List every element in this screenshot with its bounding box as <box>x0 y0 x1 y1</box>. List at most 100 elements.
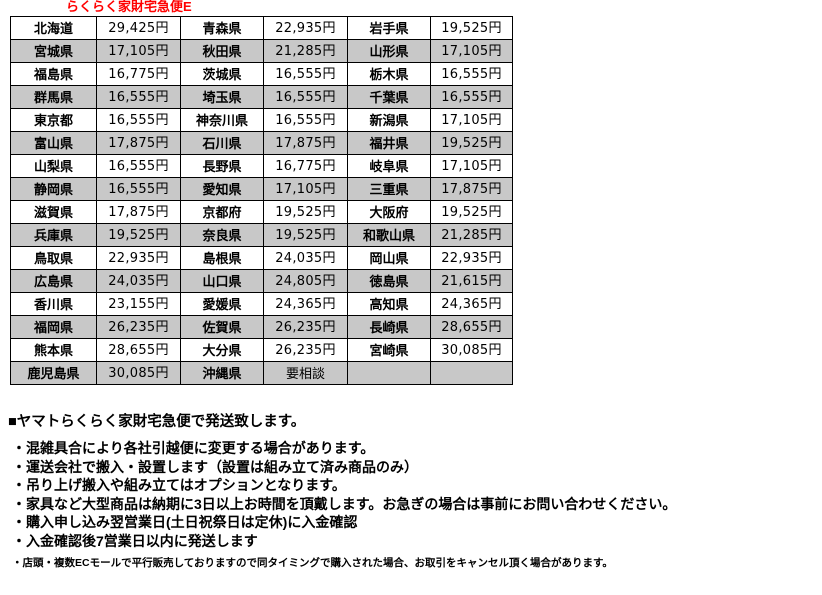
prefecture-cell: 広島県 <box>10 269 97 293</box>
price-cell: 24,035円 <box>263 246 348 270</box>
table-row: 滋賀県 17,875円 京都府 19,525円 大阪府 19,525円 <box>10 200 513 224</box>
prefecture-cell: 高知県 <box>347 292 431 316</box>
price-table-body: 北海道 29,425円 青森県 22,935円 岩手県 19,525円 宮城県 17,105円… <box>10 16 513 385</box>
price-cell: 22,935円 <box>96 246 181 270</box>
price-cell: 28,655円 <box>430 315 513 339</box>
prefecture-cell: 長崎県 <box>347 315 431 339</box>
price-cell: 16,555円 <box>96 108 181 132</box>
price-cell: 16,555円 <box>96 177 181 201</box>
prefecture-cell: 福岡県 <box>10 315 97 339</box>
prefecture-cell: 神奈川県 <box>180 108 264 132</box>
note-line: ・運送会社で搬入・設置します（設置は組み立て済み商品のみ） <box>12 458 418 475</box>
price-cell: 17,875円 <box>96 131 181 155</box>
price-cell: 19,525円 <box>263 200 348 224</box>
prefecture-cell: 大分県 <box>180 338 264 362</box>
prefecture-cell: 宮崎県 <box>347 338 431 362</box>
table-row: 北海道 29,425円 青森県 22,935円 岩手県 19,525円 <box>10 16 513 40</box>
price-cell: 24,365円 <box>430 292 513 316</box>
prefecture-cell: 鳥取県 <box>10 246 97 270</box>
prefecture-cell: 徳島県 <box>347 269 431 293</box>
price-cell: 16,555円 <box>263 62 348 86</box>
prefecture-cell: 福井県 <box>347 131 431 155</box>
prefecture-cell: 京都府 <box>180 200 264 224</box>
price-cell: 19,525円 <box>430 16 513 40</box>
prefecture-cell: 山梨県 <box>10 154 97 178</box>
table-row: 富山県 17,875円 石川県 17,875円 福井県 19,525円 <box>10 131 513 155</box>
prefecture-cell: 新潟県 <box>347 108 431 132</box>
price-cell: 24,805円 <box>263 269 348 293</box>
price-cell: 24,035円 <box>96 269 181 293</box>
prefecture-cell: 兵庫県 <box>10 223 97 247</box>
price-cell: 16,555円 <box>430 85 513 109</box>
prefecture-cell: 熊本県 <box>10 338 97 362</box>
prefecture-cell: 福島県 <box>10 62 97 86</box>
prefecture-cell: 富山県 <box>10 131 97 155</box>
table-row: 東京都 16,555円 神奈川県 16,555円 新潟県 17,105円 <box>10 108 513 132</box>
table-row: 宮城県 17,105円 秋田県 21,285円 山形県 17,105円 <box>10 39 513 63</box>
price-cell: 16,555円 <box>430 62 513 86</box>
price-cell: 17,105円 <box>263 177 348 201</box>
price-cell: 16,555円 <box>263 108 348 132</box>
table-row: 福岡県 26,235円 佐賀県 26,235円 長崎県 28,655円 <box>10 315 513 339</box>
prefecture-cell: 長野県 <box>180 154 264 178</box>
table-row: 山梨県 16,555円 長野県 16,775円 岐阜県 17,105円 <box>10 154 513 178</box>
sheet-title: らくらく家財宅急便E <box>66 0 192 14</box>
prefecture-cell: 愛知県 <box>180 177 264 201</box>
prefecture-cell <box>347 361 431 385</box>
prefecture-cell: 宮城県 <box>10 39 97 63</box>
table-row: 群馬県 16,555円 埼玉県 16,555円 千葉県 16,555円 <box>10 85 513 109</box>
prefecture-cell: 愛媛県 <box>180 292 264 316</box>
price-cell <box>430 361 513 385</box>
price-cell: 要相談 <box>263 361 348 385</box>
prefecture-cell: 山口県 <box>180 269 264 293</box>
prefecture-cell: 香川県 <box>10 292 97 316</box>
prefecture-cell: 石川県 <box>180 131 264 155</box>
prefecture-cell: 秋田県 <box>180 39 264 63</box>
prefecture-cell: 三重県 <box>347 177 431 201</box>
prefecture-cell: 岡山県 <box>347 246 431 270</box>
price-cell: 26,235円 <box>263 338 348 362</box>
note-line: ・家具など大型商品は納期に3日以上お時間を頂戴します。お急ぎの場合は事前にお問い… <box>12 495 677 512</box>
prefecture-cell: 北海道 <box>10 16 97 40</box>
price-cell: 30,085円 <box>96 361 181 385</box>
table-row: 熊本県 28,655円 大分県 26,235円 宮崎県 30,085円 <box>10 338 513 362</box>
table-row: 静岡県 16,555円 愛知県 17,105円 三重県 17,875円 <box>10 177 513 201</box>
prefecture-cell: 群馬県 <box>10 85 97 109</box>
notes-list: ・混雑具合により各社引越便に変更する場合があります。 ・運送会社で搬入・設置します… <box>8 439 818 550</box>
table-row: 鹿児島県 30,085円 沖縄県 要相談 <box>10 361 513 385</box>
table-row: 香川県 23,155円 愛媛県 24,365円 高知県 24,365円 <box>10 292 513 316</box>
price-cell: 16,555円 <box>263 85 348 109</box>
note-line: ・購入申し込み翌営業日(土日祝祭日は定休)に入金確認 <box>12 514 358 530</box>
price-cell: 17,875円 <box>430 177 513 201</box>
prefecture-cell: 岐阜県 <box>347 154 431 178</box>
price-cell: 16,555円 <box>96 154 181 178</box>
price-cell: 22,935円 <box>430 246 513 270</box>
price-cell: 29,425円 <box>96 16 181 40</box>
note-line: ・入金確認後7営業日以内に発送します <box>12 532 258 549</box>
price-cell: 19,525円 <box>430 200 513 224</box>
prefecture-cell: 佐賀県 <box>180 315 264 339</box>
price-cell: 17,875円 <box>96 200 181 224</box>
price-cell: 17,105円 <box>96 39 181 63</box>
price-cell: 16,775円 <box>96 62 181 86</box>
table-row: 広島県 24,035円 山口県 24,805円 徳島県 21,615円 <box>10 269 513 293</box>
price-cell: 24,365円 <box>263 292 348 316</box>
prefecture-cell: 滋賀県 <box>10 200 97 224</box>
note-line: ・吊り上げ搬入や組み立てはオプションとなります。 <box>12 477 346 493</box>
table-row: 鳥取県 22,935円 島根県 24,035円 岡山県 22,935円 <box>10 246 513 270</box>
prefecture-cell: 和歌山県 <box>347 223 431 247</box>
price-cell: 16,775円 <box>263 154 348 178</box>
prefecture-cell: 青森県 <box>180 16 264 40</box>
price-cell: 21,615円 <box>430 269 513 293</box>
price-cell: 19,525円 <box>430 131 513 155</box>
prefecture-cell: 茨城県 <box>180 62 264 86</box>
price-cell: 23,155円 <box>96 292 181 316</box>
price-cell: 22,935円 <box>263 16 348 40</box>
prefecture-cell: 千葉県 <box>347 85 431 109</box>
price-cell: 17,105円 <box>430 39 513 63</box>
price-cell: 19,525円 <box>263 223 348 247</box>
prefecture-cell: 大阪府 <box>347 200 431 224</box>
prefecture-cell: 沖縄県 <box>180 361 264 385</box>
prefecture-cell: 山形県 <box>347 39 431 63</box>
prefecture-cell: 奈良県 <box>180 223 264 247</box>
